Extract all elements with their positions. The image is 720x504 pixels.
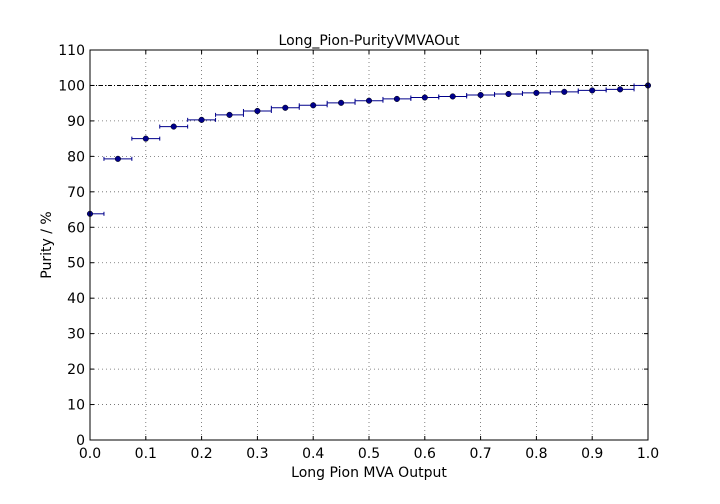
data-point [282, 104, 289, 111]
y-tick-label: 30 [67, 327, 85, 343]
y-tick-label: 50 [67, 256, 85, 272]
y-tick-label: 110 [58, 43, 85, 59]
grid [90, 50, 648, 440]
x-tick-label: 1.0 [637, 446, 659, 462]
y-tick-label: 20 [67, 362, 85, 378]
x-tick-label: 0.8 [525, 446, 547, 462]
x-tick-label: 0.5 [358, 446, 380, 462]
x-tick-label: 0.4 [302, 446, 324, 462]
data-layer [86, 82, 652, 217]
x-tick-label: 0.2 [190, 446, 212, 462]
y-tick-label: 70 [67, 185, 85, 201]
data-point [505, 90, 512, 98]
data-point [254, 107, 261, 115]
data-point [226, 111, 233, 118]
data-point [477, 91, 484, 99]
data-point [114, 155, 121, 162]
data-point [338, 99, 345, 106]
data-point [142, 135, 149, 142]
y-axis-title: Purity / % [39, 211, 55, 278]
x-tick-label: 0.9 [581, 446, 603, 462]
x-tick-label: 0.6 [414, 446, 436, 462]
x-tick-label: 0.1 [135, 446, 157, 462]
y-tick-label: 10 [67, 398, 85, 414]
data-point [393, 95, 400, 102]
y-tick-label: 90 [67, 114, 85, 130]
x-tick-label: 0.7 [469, 446, 491, 462]
x-tick-label: 0.3 [246, 446, 268, 462]
data-point [561, 88, 568, 95]
data-point [198, 116, 205, 123]
data-point [421, 94, 428, 101]
data-point [449, 93, 456, 100]
data-point [533, 89, 540, 96]
chart-title: Long_Pion-PurityVMVAOut [279, 33, 460, 49]
data-point [170, 123, 177, 130]
data-point [617, 86, 624, 93]
y-tick-label: 0 [76, 433, 85, 449]
x-tick-label: 0.0 [79, 446, 101, 462]
ticks: 0.0 0.1 0.2 0.3 0.4 0.5 0.6 0.7 0.8 0.9 1.0 0 10 20 30… [58, 43, 659, 462]
data-point [589, 87, 596, 94]
y-tick-label: 80 [67, 149, 85, 165]
y-tick-label: 60 [67, 220, 85, 236]
x-axis-title: Long Pion MVA Output [291, 465, 447, 481]
plot-frame [89, 49, 649, 441]
data-point [365, 97, 373, 104]
y-tick-label: 40 [67, 291, 85, 307]
y-tick-label: 100 [58, 78, 85, 94]
data-point [310, 102, 317, 109]
